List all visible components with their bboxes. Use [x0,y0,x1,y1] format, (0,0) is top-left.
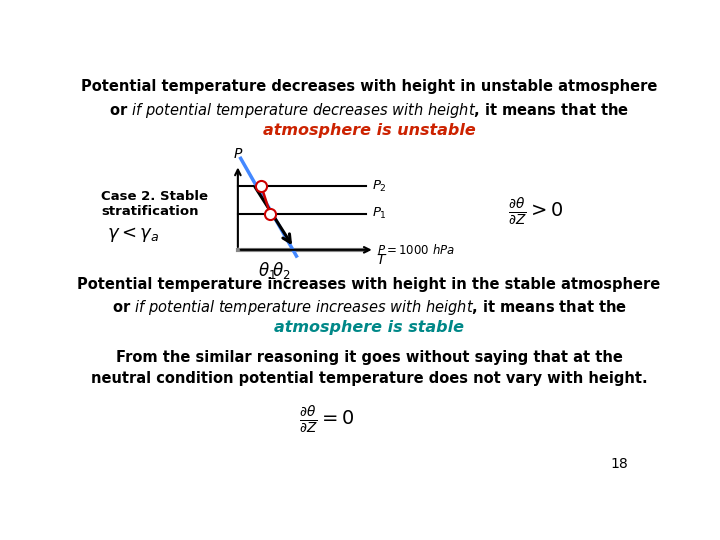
Text: From the similar reasoning it goes without saying that at the: From the similar reasoning it goes witho… [116,349,622,364]
Text: atmosphere is unstable: atmosphere is unstable [263,123,475,138]
Text: $\theta_1$: $\theta_1$ [258,260,276,281]
Text: 18: 18 [611,457,629,471]
Text: $\frac{\partial\theta}{\partial Z} > 0$: $\frac{\partial\theta}{\partial Z} > 0$ [508,195,564,227]
Text: $P$: $P$ [233,147,243,161]
Text: $T$: $T$ [377,253,387,267]
Text: Potential temperature decreases with height in unstable atmosphere: Potential temperature decreases with hei… [81,79,657,94]
Text: Potential temperature increases with height in the stable atmosphere: Potential temperature increases with hei… [77,277,661,292]
Text: or $\it{if\ potential\ temperature\ increases\ with\ height}$, it means that the: or $\it{if\ potential\ temperature\ incr… [112,299,626,318]
Text: neutral condition potential temperature does not vary with height.: neutral condition potential temperature … [91,371,647,386]
Text: $P_2$: $P_2$ [372,179,387,194]
Text: Case 2. Stable
stratification: Case 2. Stable stratification [101,190,208,218]
Text: $\frac{\partial\theta}{\partial Z} = 0$: $\frac{\partial\theta}{\partial Z} = 0$ [300,403,355,435]
Text: $\gamma < \gamma_a$: $\gamma < \gamma_a$ [107,225,159,244]
Text: $P_1$: $P_1$ [372,206,387,221]
Text: $\theta_2$: $\theta_2$ [271,260,290,281]
Text: or $\it{if\ potential\ temperature\ decreases\ with\ height}$, it means that the: or $\it{if\ potential\ temperature\ decr… [109,101,629,120]
Text: atmosphere is stable: atmosphere is stable [274,320,464,335]
Text: $P=1000\ hPa$: $P=1000\ hPa$ [377,243,456,257]
